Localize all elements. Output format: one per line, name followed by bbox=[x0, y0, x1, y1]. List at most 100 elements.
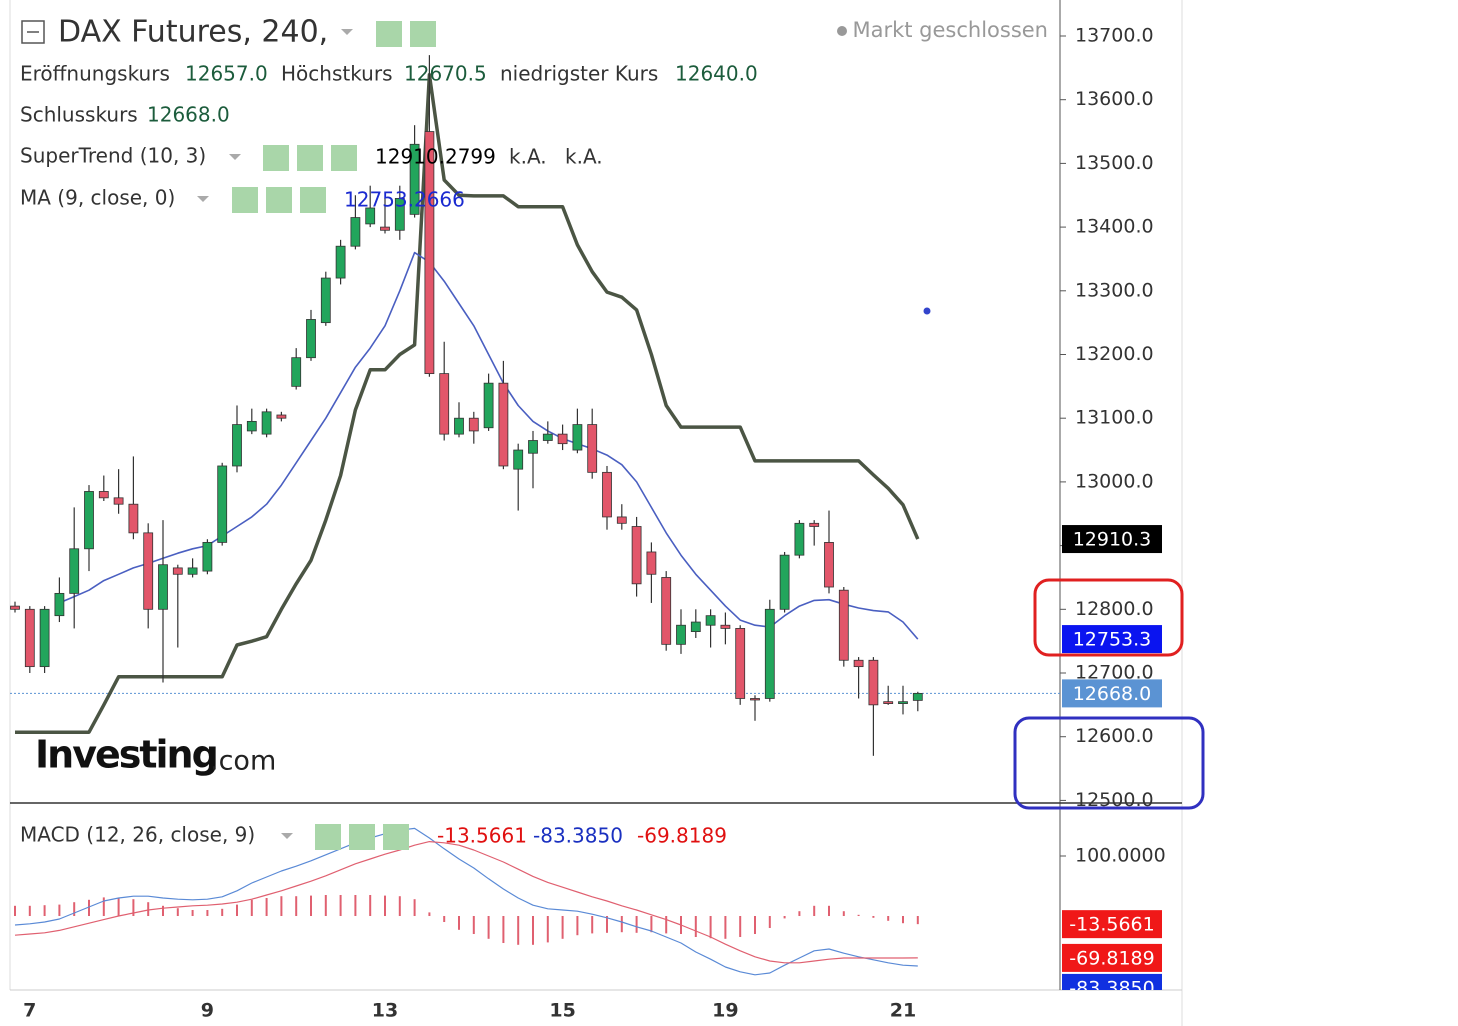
histogram-bar bbox=[724, 916, 727, 939]
chart-title: DAX Futures, 240, bbox=[58, 15, 328, 50]
candle-body bbox=[113, 497, 124, 505]
y-tick-label: 13200.0 bbox=[1075, 343, 1154, 365]
candle-body bbox=[898, 701, 908, 704]
eye-icon[interactable] bbox=[315, 824, 341, 850]
x-tick-label: 7 bbox=[23, 1000, 36, 1022]
legend-entry: MA (9, close, 0) bbox=[20, 186, 175, 210]
eye-icon[interactable] bbox=[376, 21, 402, 47]
histogram-bar bbox=[561, 916, 564, 939]
dropdown-caret[interactable] bbox=[197, 196, 209, 202]
histogram-bar bbox=[902, 916, 904, 924]
histogram-bar bbox=[132, 899, 135, 917]
candle-body bbox=[246, 420, 257, 432]
legend-value: 12753.2666 bbox=[344, 188, 465, 212]
histogram-bar bbox=[191, 910, 194, 917]
readout-value: 12657.0 bbox=[185, 62, 268, 86]
eye-icon[interactable] bbox=[263, 145, 289, 171]
y-tick-label: 12600.0 bbox=[1075, 725, 1154, 747]
histogram-bar bbox=[14, 905, 16, 917]
dropdown-caret[interactable] bbox=[341, 29, 353, 35]
candle-body bbox=[750, 698, 760, 701]
candle-body bbox=[720, 624, 731, 629]
y-tick-label: 100.0000 bbox=[1075, 844, 1166, 866]
histogram-bar bbox=[620, 916, 623, 933]
candle-body bbox=[809, 522, 820, 527]
histogram-bar bbox=[295, 896, 298, 917]
y-tick-label: 13400.0 bbox=[1075, 216, 1154, 238]
candle-body bbox=[187, 567, 198, 575]
settings-icon[interactable] bbox=[410, 21, 436, 47]
remove-icon[interactable] bbox=[300, 187, 326, 213]
histogram-bar bbox=[709, 916, 712, 939]
candle-body bbox=[513, 449, 524, 470]
histogram-bar bbox=[754, 916, 756, 935]
settings-icon[interactable] bbox=[266, 187, 292, 213]
histogram-bar bbox=[250, 899, 253, 917]
histogram-bar bbox=[324, 894, 327, 917]
candle-body bbox=[409, 143, 420, 215]
histogram-bar bbox=[339, 894, 342, 917]
histogram-bar bbox=[28, 905, 31, 917]
price-badge bbox=[1062, 525, 1162, 554]
histogram-bar bbox=[221, 908, 224, 917]
eye-icon[interactable] bbox=[232, 187, 258, 213]
histogram-bar bbox=[517, 916, 520, 945]
candle-body bbox=[735, 628, 746, 699]
legend-value: 12910.2799 bbox=[375, 145, 496, 169]
candle-body bbox=[54, 592, 65, 617]
remove-icon[interactable] bbox=[383, 824, 409, 850]
remove-icon[interactable] bbox=[331, 145, 357, 171]
series-line bbox=[14, 841, 918, 964]
candle-body bbox=[631, 526, 642, 585]
settings-icon[interactable] bbox=[349, 824, 375, 850]
histogram-bar bbox=[354, 894, 357, 917]
candle-body bbox=[587, 424, 598, 473]
histogram-bar bbox=[650, 916, 653, 933]
price-badge-label: 12753.3 bbox=[1073, 629, 1152, 651]
price-badge-label: -83.3850 bbox=[1069, 977, 1154, 999]
x-tick-label: 15 bbox=[549, 1000, 575, 1022]
price-badge bbox=[1062, 910, 1162, 939]
readout-label: Höchstkurs bbox=[281, 62, 393, 86]
y-tick-label: 13100.0 bbox=[1075, 407, 1154, 429]
series-line bbox=[14, 827, 918, 976]
group bbox=[14, 827, 919, 976]
histogram-bar bbox=[398, 896, 401, 917]
histogram-bar bbox=[413, 899, 416, 917]
dropdown-caret[interactable] bbox=[281, 833, 293, 839]
histogram-bar bbox=[813, 905, 816, 917]
histogram-bar bbox=[472, 916, 475, 935]
legend-value: k.A. bbox=[509, 145, 547, 169]
histogram-bar bbox=[162, 905, 164, 917]
histogram-bar bbox=[88, 899, 90, 917]
histogram-bar bbox=[635, 916, 638, 933]
histogram-bar bbox=[546, 916, 549, 943]
settings-icon[interactable] bbox=[297, 145, 323, 171]
plot-layer: 13700.0 13600.0 13500.0 13400.0 13300.0 13200… bbox=[10, 24, 1166, 1022]
market-status: Markt geschlossen bbox=[852, 18, 1048, 42]
readout-label: niedrigster Kurs bbox=[500, 62, 658, 86]
price-badge bbox=[1062, 679, 1162, 708]
legend-value: -83.3850 bbox=[533, 824, 623, 848]
candle-body bbox=[202, 542, 213, 572]
histogram-bar bbox=[369, 894, 372, 917]
y-tick-label: 13500.0 bbox=[1075, 152, 1154, 174]
dropdown-caret[interactable] bbox=[229, 154, 241, 160]
candle-body bbox=[320, 277, 331, 324]
candle-body bbox=[232, 424, 242, 467]
candle-body bbox=[291, 357, 302, 387]
histogram-bar bbox=[606, 916, 608, 933]
legend-value: k.A. bbox=[565, 145, 603, 169]
candle-body bbox=[853, 659, 864, 668]
candle-body bbox=[39, 608, 50, 668]
candle-body bbox=[468, 417, 479, 432]
candle-body bbox=[646, 551, 657, 575]
annotation-box bbox=[1033, 578, 1184, 657]
candle-body bbox=[84, 491, 94, 550]
candle-body bbox=[24, 608, 35, 668]
price-badge bbox=[1062, 973, 1162, 990]
price-badge-label: 12668.0 bbox=[1073, 683, 1152, 705]
collapse-button[interactable] bbox=[21, 20, 45, 44]
candle-body bbox=[306, 319, 316, 359]
